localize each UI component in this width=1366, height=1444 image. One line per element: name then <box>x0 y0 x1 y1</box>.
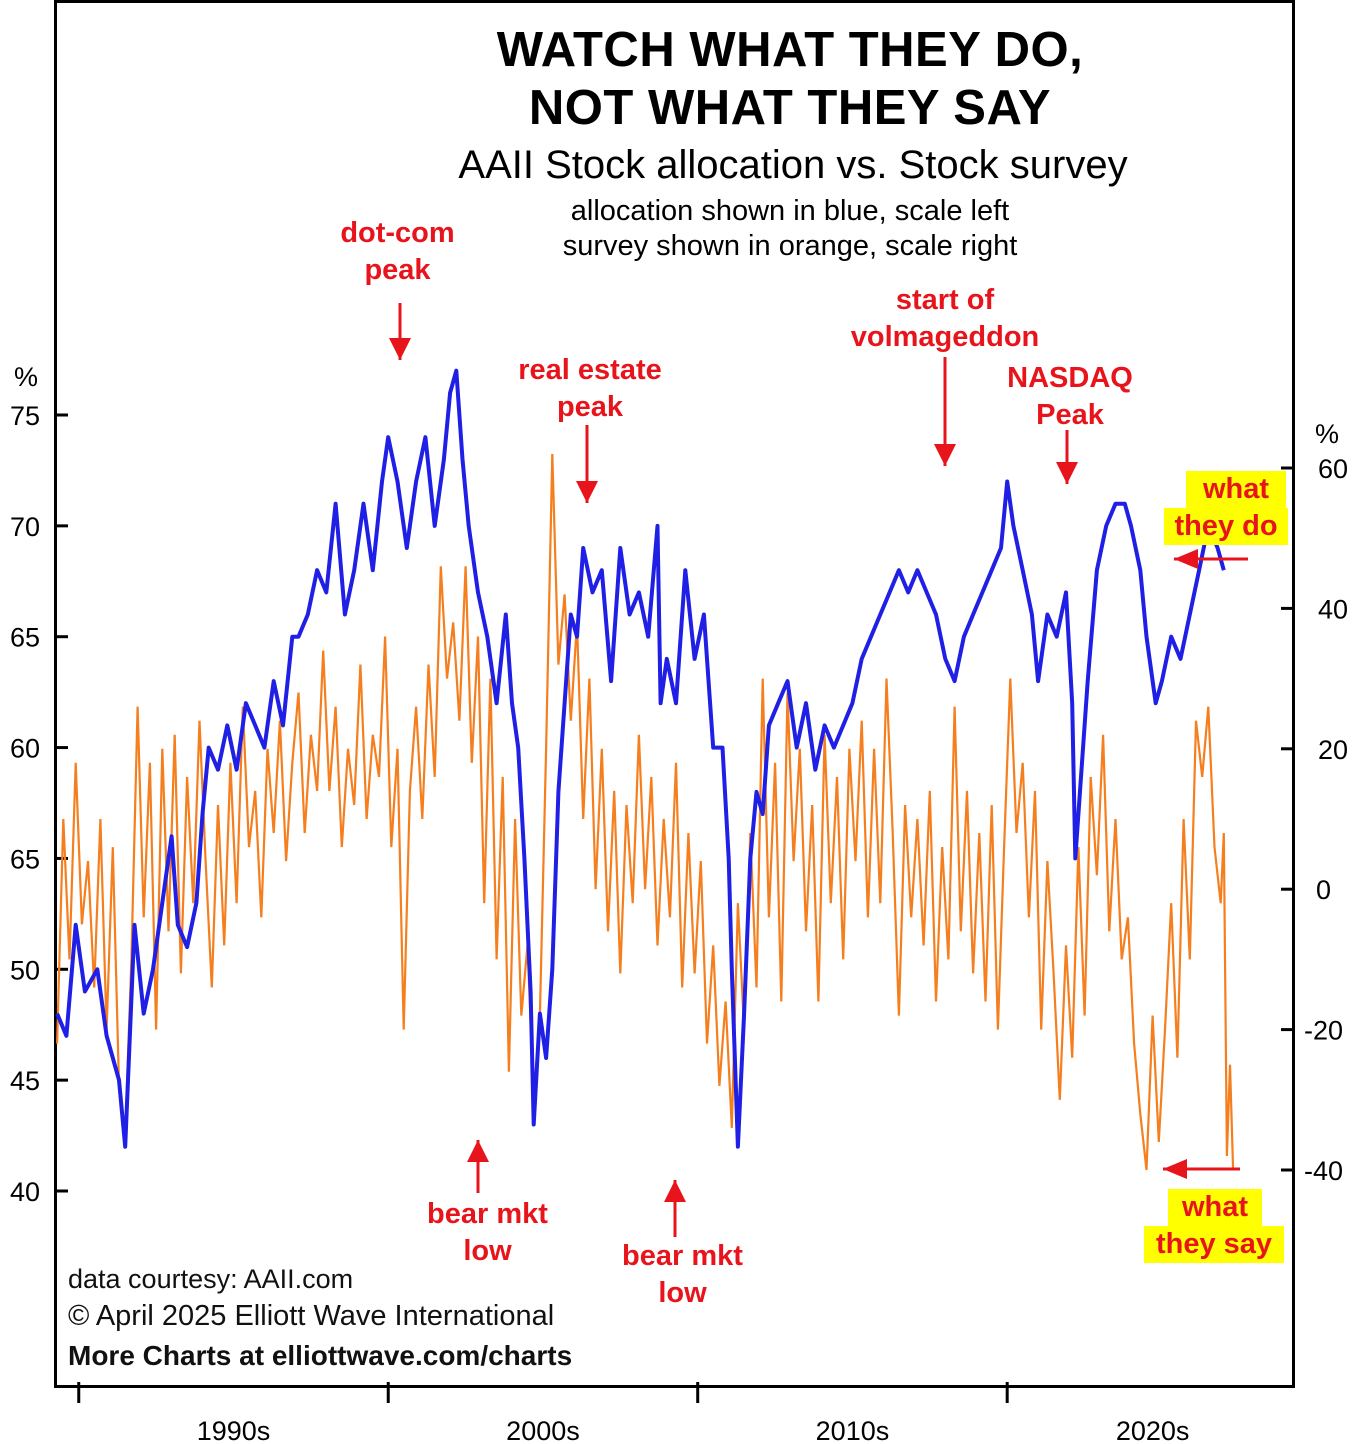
annotation-nasdaq-line2: Peak <box>1036 399 1104 431</box>
left-axis-tick-label: 50 <box>10 955 40 985</box>
annotation-bear1-line1: bear mkt <box>427 1198 548 1230</box>
right-axis-tick-label: 40 <box>1318 594 1348 624</box>
right-axis-tick-label: -20 <box>1304 1016 1343 1046</box>
title-line-2: NOT WHAT THEY SAY <box>528 81 1052 135</box>
left-axis-tick-label: 65 <box>10 623 40 653</box>
subtitle: AAII Stock allocation vs. Stock survey <box>458 143 1128 187</box>
annotation-realestate-line1: real estate <box>518 354 662 386</box>
left-axis-tick-label: 45 <box>10 1066 40 1096</box>
annotation-what-they-do-line1: what <box>1186 471 1286 508</box>
credit-more-charts: More Charts at elliottwave.com/charts <box>68 1340 573 1371</box>
annotation-realestate: real estate peak <box>490 352 690 426</box>
credit-data-source: data courtesy: AAII.com <box>68 1264 354 1294</box>
note-line-1: allocation shown in blue, scale left <box>570 195 1010 227</box>
arrow-volmageddon-head <box>934 444 956 466</box>
title-line-1: WATCH WHAT THEY DO, <box>496 23 1084 77</box>
arrow-realestate-head <box>576 481 598 503</box>
annotation-volmageddon: start of volmageddon <box>825 282 1065 356</box>
annotation-bear1: bear mkt low <box>405 1196 570 1270</box>
annotation-bear2-line2: low <box>658 1277 707 1309</box>
annotation-what-they-say-line1: what <box>1168 1189 1262 1226</box>
note-line-2: survey shown in orange, scale right <box>562 230 1018 262</box>
x-axis-decade-label: 2020s <box>1116 1416 1190 1444</box>
annotation-volmageddon-line1: start of <box>895 284 995 316</box>
annotation-volmageddon-line2: volmageddon <box>850 321 1040 353</box>
arrow-bear1-head <box>467 1140 489 1162</box>
annotation-nasdaq: NASDAQ Peak <box>990 360 1150 434</box>
annotation-what-they-do-line2: they do <box>1164 508 1288 545</box>
arrow-bear2-head <box>664 1180 686 1202</box>
right-axis-tick-label: 0 <box>1316 875 1331 905</box>
left-axis-unit: % <box>14 362 38 392</box>
left-axis-tick-label: 65 <box>10 844 40 874</box>
annotation-what-they-say-line2: they say <box>1144 1226 1284 1263</box>
left-axis-tick-label: 75 <box>10 401 40 431</box>
arrow-nasdaq-head <box>1056 462 1078 484</box>
annotation-bear2: bear mkt low <box>600 1238 765 1312</box>
axis-labels: 75 70 65 60 65 50 45 40 60 40 20 0 -20 -40 1990s 2000s 2… <box>10 401 1348 1444</box>
annotation-nasdaq-line1: NASDAQ <box>1007 362 1133 394</box>
x-axis-decade-label: 1990s <box>197 1416 271 1444</box>
annotation-bear2-line1: bear mkt <box>622 1240 743 1272</box>
credit-copyright: © April 2025 Elliott Wave International <box>68 1300 555 1332</box>
x-axis-decade-label: 2010s <box>816 1416 890 1444</box>
arrow-dotcom-head <box>389 338 411 360</box>
left-axis-tick-label: 40 <box>10 1177 40 1207</box>
allocation-series-line <box>55 368 1226 1149</box>
annotation-realestate-line2: peak <box>556 391 624 423</box>
annotation-dotcom-line1: dot-com <box>340 217 455 249</box>
annotation-arrows <box>389 303 1248 1237</box>
survey-series-line <box>56 453 1235 1171</box>
right-axis-tick-label: 60 <box>1318 454 1348 484</box>
axis-ticks <box>54 413 1295 1403</box>
right-axis-unit: % <box>1315 419 1339 449</box>
arrow-what-they-say-head <box>1163 1159 1187 1179</box>
left-axis-tick-label: 60 <box>10 734 40 764</box>
annotation-dotcom-line2: peak <box>364 254 431 286</box>
x-axis-decade-label: 2000s <box>506 1416 580 1444</box>
arrow-what-they-do-head <box>1174 549 1198 569</box>
right-axis-tick-label: -40 <box>1304 1156 1343 1186</box>
right-axis-tick-label: 20 <box>1318 735 1348 765</box>
left-axis-tick-label: 70 <box>10 512 40 542</box>
annotation-dotcom: dot-com peak <box>310 215 485 289</box>
annotation-bear1-line2: low <box>463 1235 512 1267</box>
